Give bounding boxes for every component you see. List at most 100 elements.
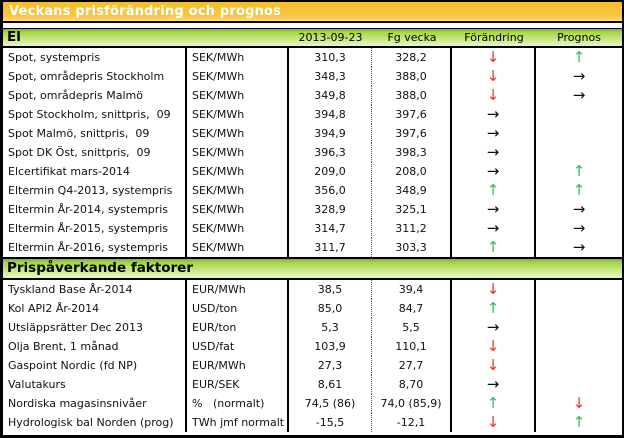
row-previous-value: 311,2 bbox=[372, 219, 452, 238]
column-header-forecast: Prognos bbox=[557, 31, 601, 44]
table-row: Hydrologisk bal Norden (prog) TWh jmf nor… bbox=[3, 413, 622, 432]
forecast-cell: ↓ bbox=[536, 394, 622, 413]
row-current-value: 85,0 bbox=[289, 299, 372, 318]
row-unit: SEK/MWh bbox=[187, 124, 289, 143]
row-label: Eltermin År-2014, systempris bbox=[3, 200, 187, 219]
row-unit: SEK/MWh bbox=[187, 105, 289, 124]
section-label: Prispåverkande faktorer bbox=[7, 260, 193, 276]
change-cell: → bbox=[452, 200, 536, 219]
down-arrow-icon: ↓ bbox=[486, 67, 500, 85]
row-unit: SEK/MWh bbox=[187, 200, 289, 219]
section-faktorer-rows: Tyskland Base År-2014 EUR/MWh 38,5 39,4 ↓ Kol… bbox=[3, 280, 622, 432]
change-cell: ↓ bbox=[452, 86, 536, 105]
table-row: Spot DK Öst, snittpris, 09 SEK/MWh 396,3 39… bbox=[3, 143, 622, 162]
row-previous-value: 8,70 bbox=[372, 375, 452, 394]
change-cell: ↓ bbox=[452, 337, 536, 356]
row-previous-value: 348,9 bbox=[372, 181, 452, 200]
change-cell: ↓ bbox=[452, 356, 536, 375]
table-row: Elcertifikat mars-2014 SEK/MWh 209,0 208,0 →… bbox=[3, 162, 622, 181]
row-label: Hydrologisk bal Norden (prog) bbox=[3, 413, 187, 432]
forecast-cell: → bbox=[536, 86, 622, 105]
row-current-value: 356,0 bbox=[289, 181, 372, 200]
forecast-cell: → bbox=[536, 219, 622, 238]
row-label: Spot, områdepris Stockholm bbox=[3, 67, 187, 86]
forecast-cell bbox=[536, 318, 622, 337]
change-cell: ↓ bbox=[452, 280, 536, 299]
up-arrow-icon: ↑ bbox=[572, 181, 586, 199]
row-previous-value: 397,6 bbox=[372, 124, 452, 143]
column-header-change: Förändring bbox=[464, 31, 524, 44]
row-current-value: 209,0 bbox=[289, 162, 372, 181]
row-previous-value: 328,2 bbox=[372, 48, 452, 67]
table-row: Spot, områdepris Stockholm SEK/MWh 348,3 38… bbox=[3, 67, 622, 86]
forecast-cell bbox=[536, 124, 622, 143]
row-label: Eltermin År-2015, systempris bbox=[3, 219, 187, 238]
row-unit: SEK/MWh bbox=[187, 219, 289, 238]
row-label: Eltermin År-2016, systempris bbox=[3, 238, 187, 257]
right-arrow-icon: → bbox=[486, 124, 500, 142]
row-unit: % (normalt) bbox=[187, 394, 289, 413]
row-previous-value: 5,5 bbox=[372, 318, 452, 337]
row-current-value: 311,7 bbox=[289, 238, 372, 257]
section-header-el: El 2013-09-23 Fg vecka Förändring Progno… bbox=[3, 29, 622, 48]
row-previous-value: 398,3 bbox=[372, 143, 452, 162]
row-current-value: 348,3 bbox=[289, 67, 372, 86]
forecast-cell bbox=[536, 143, 622, 162]
change-cell: ↑ bbox=[452, 394, 536, 413]
right-arrow-icon: → bbox=[572, 67, 586, 85]
row-unit: EUR/SEK bbox=[187, 375, 289, 394]
forecast-cell: → bbox=[536, 67, 622, 86]
row-label: Nordiska magasinsnivåer bbox=[3, 394, 187, 413]
row-unit: TWh jmf normalt bbox=[187, 413, 289, 432]
change-cell: → bbox=[452, 143, 536, 162]
row-label: Spot Malmö, snittpris, 09 bbox=[3, 124, 187, 143]
row-unit: SEK/MWh bbox=[187, 143, 289, 162]
row-current-value: 103,9 bbox=[289, 337, 372, 356]
row-label: Spot DK Öst, snittpris, 09 bbox=[3, 143, 187, 162]
change-cell: ↑ bbox=[452, 181, 536, 200]
up-arrow-icon: ↑ bbox=[572, 162, 586, 180]
row-unit: USD/fat bbox=[187, 337, 289, 356]
row-unit: SEK/MWh bbox=[187, 181, 289, 200]
row-label: Elcertifikat mars-2014 bbox=[3, 162, 187, 181]
up-arrow-icon: ↑ bbox=[572, 48, 586, 66]
table-row: Tyskland Base År-2014 EUR/MWh 38,5 39,4 ↓ bbox=[3, 280, 622, 299]
row-previous-value: 74,0 (85,9) bbox=[372, 394, 452, 413]
change-cell: ↑ bbox=[452, 238, 536, 257]
table-row: Gaspoint Nordic (fd NP) EUR/MWh 27,3 27,7 ↓ bbox=[3, 356, 622, 375]
change-cell: → bbox=[452, 375, 536, 394]
down-arrow-icon: ↓ bbox=[486, 337, 500, 355]
section-el-rows: Spot, systempris SEK/MWh 310,3 328,2 ↓ ↑ Spot,… bbox=[3, 48, 622, 257]
row-label: Spot Stockholm, snittpris, 09 bbox=[3, 105, 187, 124]
row-current-value: 314,7 bbox=[289, 219, 372, 238]
row-unit: SEK/MWh bbox=[187, 86, 289, 105]
row-unit: EUR/MWh bbox=[187, 356, 289, 375]
row-previous-value: 303,3 bbox=[372, 238, 452, 257]
change-cell: → bbox=[452, 124, 536, 143]
row-current-value: 74,5 (86) bbox=[289, 394, 372, 413]
table-row: Spot, systempris SEK/MWh 310,3 328,2 ↓ ↑ bbox=[3, 48, 622, 67]
table-row: Eltermin Q4-2013, systempris SEK/MWh 356,0… bbox=[3, 181, 622, 200]
forecast-cell bbox=[536, 280, 622, 299]
section-header-faktorer: Prispåverkande faktorer bbox=[3, 257, 622, 280]
row-unit: EUR/ton bbox=[187, 318, 289, 337]
table-row: Spot, områdepris Malmö SEK/MWh 349,8 388,0 ↓… bbox=[3, 86, 622, 105]
up-arrow-icon: ↑ bbox=[572, 413, 586, 431]
table-row: Eltermin År-2014, systempris SEK/MWh 328,9… bbox=[3, 200, 622, 219]
row-current-value: 328,9 bbox=[289, 200, 372, 219]
change-cell: → bbox=[452, 318, 536, 337]
table-title: Veckans prisförändring och prognos bbox=[9, 4, 282, 19]
forecast-cell bbox=[536, 356, 622, 375]
up-arrow-icon: ↑ bbox=[486, 394, 500, 412]
row-label: Eltermin Q4-2013, systempris bbox=[3, 181, 187, 200]
table-row: Nordiska magasinsnivåer% (normalt) 74,5 (… bbox=[3, 394, 622, 413]
down-arrow-icon: ↓ bbox=[486, 413, 500, 431]
row-label: Kol API2 År-2014 bbox=[3, 299, 187, 318]
row-previous-value: 208,0 bbox=[372, 162, 452, 181]
row-label: Tyskland Base År-2014 bbox=[3, 280, 187, 299]
row-label: Gaspoint Nordic (fd NP) bbox=[3, 356, 187, 375]
row-previous-value: 388,0 bbox=[372, 67, 452, 86]
table-row: Spot Stockholm, snittpris, 09 SEK/MWh 394,… bbox=[3, 105, 622, 124]
row-unit: SEK/MWh bbox=[187, 238, 289, 257]
